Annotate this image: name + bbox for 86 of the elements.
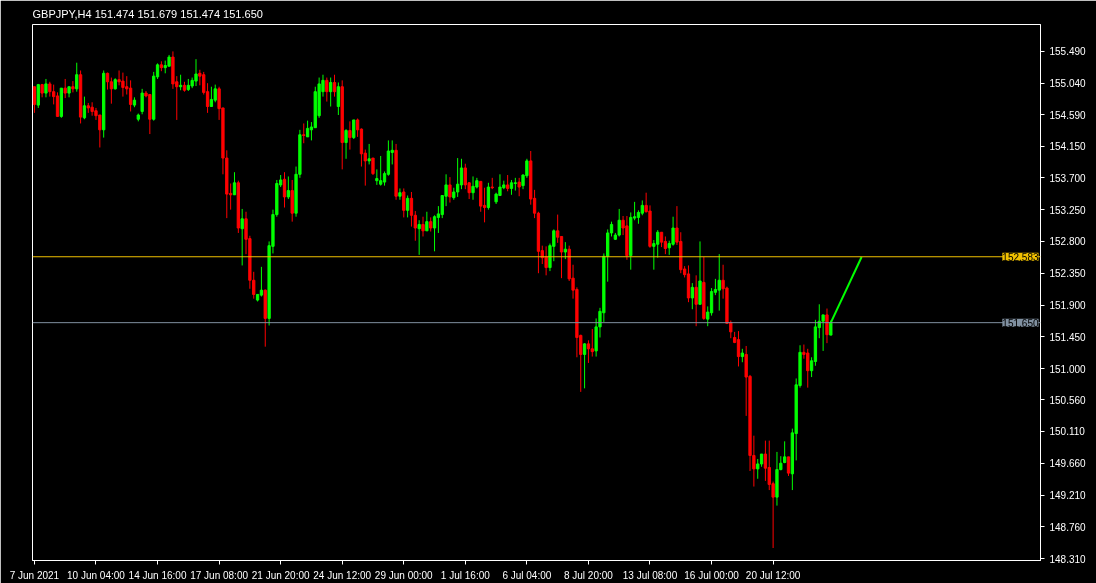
y-tick-label: 155.490 (1049, 46, 1087, 58)
y-tick-label: 155.040 (1049, 78, 1087, 90)
candlestick (36, 83, 40, 109)
candlestick (825, 308, 829, 344)
x-tick-label: 24 Jun 12:00 (313, 569, 372, 581)
x-tick-label: 14 Jun 16:00 (128, 569, 187, 581)
ref-line-label: 151.650 (1002, 317, 1039, 329)
candlestick (694, 274, 698, 327)
y-tick-label: 154.150 (1049, 141, 1087, 153)
chart-title: GBPJPY,H4 151.474 151.679 151.474 151.650 (32, 7, 263, 20)
candlestick (140, 88, 144, 115)
candlestick (421, 216, 425, 237)
y-tick-label: 151.450 (1049, 331, 1087, 343)
x-tick-label: 10 Jun 04:00 (67, 569, 126, 581)
y-tick-label: 150.110 (1049, 426, 1086, 438)
candlestick (582, 342, 587, 389)
candlestick (55, 91, 60, 117)
candlestick (544, 245, 548, 276)
candlestick (336, 81, 341, 116)
candlestick (402, 187, 406, 218)
candlestick (656, 229, 660, 259)
x-tick-label: 1 Jul 16:00 (440, 569, 491, 581)
candlestick (717, 253, 721, 312)
x-tick-label: 6 Jul 04:00 (502, 569, 552, 581)
x-tick-label: 8 Jul 20:00 (563, 569, 614, 581)
x-tick-label: 29 Jun 00:00 (374, 569, 434, 581)
candlestick (121, 72, 125, 98)
candlestick (367, 143, 371, 165)
candlestick (286, 175, 290, 200)
candlestick (405, 195, 410, 218)
candlestick (448, 176, 452, 204)
candlestick (786, 456, 791, 477)
y-tick-label: 149.210 (1049, 490, 1087, 502)
candlestick (690, 282, 694, 310)
candlestick (698, 240, 702, 306)
candlestick (302, 122, 306, 144)
y-tick-label: 152.350 (1049, 268, 1087, 280)
candlestick (240, 208, 244, 266)
candlestick (194, 58, 198, 87)
candlestick (417, 219, 421, 256)
candlestick (332, 74, 337, 98)
candlestick (617, 208, 621, 237)
x-tick-label: 21 Jun 20:00 (251, 569, 310, 581)
candlestick (75, 62, 79, 93)
candlestick (90, 101, 94, 117)
x-tick-label: 7 Jun 2021 (9, 569, 60, 581)
y-tick-label: 153.700 (1049, 172, 1087, 184)
candlestick (63, 78, 67, 99)
candlestick (71, 80, 75, 93)
candlestick (425, 211, 429, 232)
x-tick-label: 13 Jul 08:00 (622, 569, 678, 581)
y-tick-label: 149.660 (1049, 458, 1087, 470)
candlestick (44, 78, 48, 98)
candlestick (709, 287, 714, 317)
y-tick-label: 151.900 (1049, 300, 1087, 311)
candlestick (352, 119, 356, 140)
y-tick-label: 153.250 (1049, 204, 1087, 216)
candlestick (344, 128, 348, 160)
candlestick (517, 177, 521, 197)
candlestick (459, 158, 464, 190)
candlestick (379, 155, 383, 187)
x-tick-label: 17 Jun 08:00 (190, 569, 249, 581)
candlestick (290, 179, 294, 223)
candlestick (409, 191, 414, 228)
y-tick-label: 151.000 (1049, 363, 1087, 375)
candlestick (586, 339, 591, 364)
y-tick-label: 154.590 (1049, 109, 1087, 121)
candlestick (32, 86, 37, 114)
candlestick (455, 157, 460, 198)
candlestick (806, 348, 810, 389)
candlestick (348, 120, 352, 151)
y-tick-label: 150.560 (1049, 394, 1087, 406)
ref-line-label: 152.583 (1002, 251, 1039, 263)
candlestick (259, 266, 264, 298)
y-tick-label: 152.800 (1049, 236, 1087, 248)
y-tick-label: 148.760 (1049, 521, 1087, 533)
candlestick (398, 187, 402, 201)
x-tick-label: 20 Jul 12:00 (745, 569, 801, 581)
candlestick (325, 77, 329, 103)
candlestick (463, 163, 467, 190)
x-tick-label: 16 Jul 00:00 (684, 569, 740, 581)
y-tick-label: 148.310 (1049, 553, 1087, 565)
candlestick (486, 182, 491, 211)
candlestick (232, 171, 237, 196)
candlestick (329, 77, 333, 108)
candlestick (471, 175, 475, 201)
